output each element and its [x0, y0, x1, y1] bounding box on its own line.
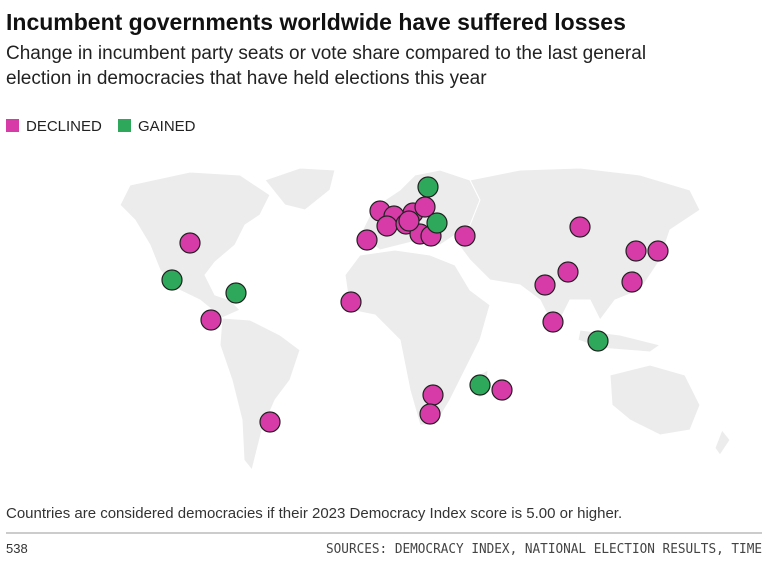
marker: [225, 282, 247, 304]
page-number: 538: [6, 541, 28, 556]
marker: [647, 240, 669, 262]
footnote: Countries are considered democracies if …: [6, 505, 622, 522]
marker: [376, 215, 398, 237]
marker: [356, 229, 378, 251]
marker: [417, 176, 439, 198]
marker: [419, 403, 441, 425]
marker: [161, 269, 183, 291]
subtitle: election in democracies that have held e…: [6, 68, 487, 89]
marker: [491, 379, 513, 401]
marker: [200, 309, 222, 331]
marker: [454, 225, 476, 247]
marker: [469, 374, 491, 396]
marker: [557, 261, 579, 283]
africa: [344, 249, 491, 426]
new-zealand: [714, 429, 731, 456]
subtitle: Change in incumbent party seats or vote …: [6, 43, 646, 64]
marker: [542, 311, 564, 333]
marker: [426, 212, 448, 234]
marker: [179, 232, 201, 254]
australia: [609, 364, 701, 436]
marker: [569, 216, 591, 238]
marker: [534, 274, 556, 296]
legend: DECLINED GAINED: [6, 118, 196, 135]
marker: [587, 330, 609, 352]
markers: [161, 176, 669, 433]
legend-label: GAINED: [138, 118, 196, 135]
title: Incumbent governments worldwide have suf…: [6, 9, 626, 35]
legend-label: DECLINED: [26, 118, 102, 135]
marker: [621, 271, 643, 293]
marker: [422, 384, 444, 406]
sources: SOURCES: DEMOCRACY INDEX, NATIONAL ELECT…: [326, 542, 762, 557]
legend-swatch: [6, 119, 19, 132]
marker: [340, 291, 362, 313]
greenland: [264, 167, 336, 211]
marker: [625, 240, 647, 262]
marker: [398, 210, 420, 232]
legend-swatch: [118, 119, 131, 132]
south-america: [219, 317, 301, 472]
marker: [259, 411, 281, 433]
